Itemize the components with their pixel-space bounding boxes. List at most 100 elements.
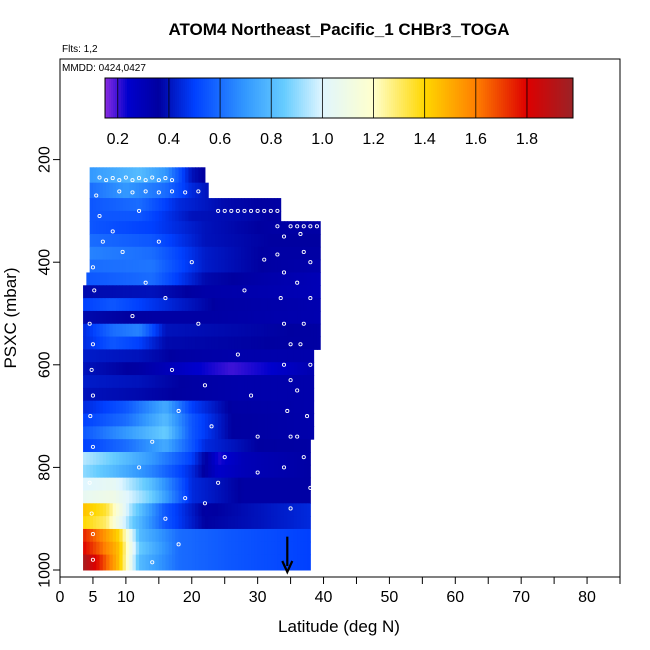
heatmap-cell [191, 400, 196, 415]
colorbar-swatch [399, 78, 402, 118]
heatmap-cell [251, 336, 255, 350]
heatmap-cell [224, 387, 229, 402]
sample-point [87, 480, 92, 485]
heatmap-cell [284, 464, 288, 479]
heatmap-cell [168, 400, 173, 415]
heatmap-cell [191, 490, 196, 504]
heatmap-cell [307, 516, 311, 530]
heatmap-cell [135, 349, 140, 363]
heatmap-cell [135, 503, 140, 517]
heatmap-cell [122, 387, 127, 402]
heatmap-cell [152, 336, 157, 350]
heatmap-cell [125, 387, 130, 402]
heatmap-cell [152, 210, 157, 222]
heatmap-cell [89, 285, 94, 299]
heatmap-cell [284, 246, 288, 261]
heatmap-cell [270, 490, 275, 504]
heatmap-cell [145, 375, 150, 389]
colorbar-swatch [525, 78, 528, 118]
heatmap-cell [125, 362, 130, 376]
heatmap-cell [310, 413, 315, 427]
colorbar-swatch [261, 78, 264, 118]
heatmap-cell [254, 528, 259, 543]
heatmap-cell [297, 259, 301, 273]
heatmap-cell [99, 323, 104, 338]
heatmap-cell [260, 221, 265, 235]
heatmap-cell [125, 426, 130, 440]
heatmap-cell [297, 387, 301, 402]
heatmap-cell [293, 349, 298, 363]
heatmap-cell [237, 259, 242, 273]
heatmap-cell [241, 528, 245, 543]
heatmap-cell [300, 272, 305, 286]
heatmap-cell [181, 323, 186, 338]
heatmap-cell [129, 259, 133, 273]
heatmap-cell [181, 452, 186, 466]
heatmap-cell [300, 221, 305, 235]
heatmap-cell [122, 198, 127, 212]
heatmap-cell [244, 528, 249, 543]
colorbar-swatch [315, 78, 318, 118]
heatmap-cell [112, 246, 117, 261]
heatmap-cell [310, 426, 315, 440]
heatmap-cell [277, 516, 282, 530]
heatmap-cell [218, 221, 222, 235]
heatmap-cell [316, 323, 321, 338]
colorbar-swatch [547, 78, 550, 118]
heatmap-cell [129, 272, 133, 286]
heatmap-cell [83, 477, 87, 491]
heatmap-cell [92, 464, 97, 479]
heatmap-cell [274, 541, 278, 556]
heatmap-cell [139, 490, 143, 504]
heatmap-cell [211, 298, 216, 312]
heatmap-cell [96, 528, 101, 543]
heatmap-cell [234, 323, 239, 338]
heatmap-cell [185, 362, 189, 376]
heatmap-cell [247, 272, 252, 286]
heatmap-cell [201, 362, 206, 376]
heatmap-cell [214, 246, 219, 261]
heatmap-cell [148, 310, 153, 325]
heatmap-cell [284, 387, 288, 402]
sample-point [202, 501, 207, 506]
sample-point [90, 532, 95, 537]
sample-point [285, 408, 290, 414]
heatmap-cell [86, 298, 91, 312]
heatmap-cell [148, 349, 153, 363]
heatmap-cell [198, 246, 203, 261]
heatmap-cell [172, 259, 176, 273]
heatmap-cell [142, 210, 147, 222]
heatmap-cell [270, 285, 275, 299]
heatmap-cell [211, 413, 216, 427]
heatmap-cell [152, 464, 157, 479]
heatmap-cell [162, 362, 166, 376]
heatmap-cell [224, 528, 229, 543]
colorbar-swatch [157, 78, 160, 118]
heatmap-cell [191, 336, 196, 350]
heatmap-cell [96, 439, 101, 453]
heatmap-cell [270, 310, 275, 325]
colorbar-swatch [551, 78, 554, 118]
heatmap-cell [310, 349, 315, 363]
heatmap-cell [162, 198, 166, 212]
heatmap-cell [168, 246, 173, 261]
heatmap-cell [178, 477, 183, 491]
heatmap-cell [257, 221, 262, 235]
heatmap-cell [162, 375, 166, 389]
heatmap-cell [135, 259, 140, 273]
heatmap-cell [208, 477, 213, 491]
heatmap-cell [241, 259, 245, 273]
colorbar-swatch [477, 78, 480, 118]
heatmap-cell [208, 452, 213, 466]
heatmap-cell [139, 516, 143, 530]
heatmap-cell [145, 490, 150, 504]
heatmap-cell [224, 336, 229, 350]
heatmap-cell [96, 362, 101, 376]
heatmap-cell [109, 198, 114, 212]
heatmap-cell [313, 336, 318, 350]
heatmap-cell [270, 272, 275, 286]
heatmap-cell [86, 426, 91, 440]
colorbar-swatch [373, 78, 376, 118]
heatmap-cell [165, 541, 170, 556]
heatmap-cell [172, 426, 176, 440]
